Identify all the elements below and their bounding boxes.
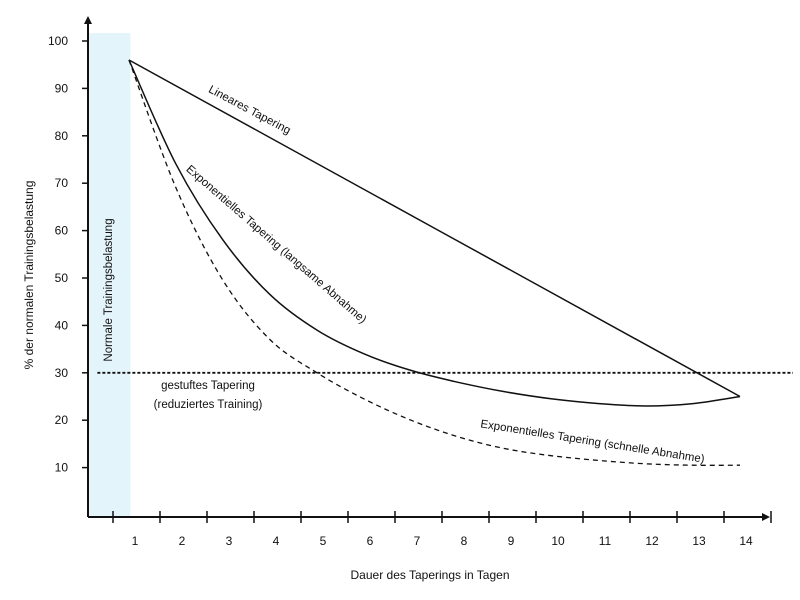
y-tick-label: 80: [55, 129, 69, 143]
y-axis-title: % der normalen Trainingsbelastung: [22, 181, 36, 370]
y-tick-label: 60: [55, 224, 69, 238]
normal-load-label: Normale Trainingsbelastung: [103, 218, 115, 361]
y-tick-label: 10: [55, 461, 69, 475]
x-tick-label: 5: [320, 534, 327, 548]
series-layer: [97, 59, 793, 466]
y-tick-label: 90: [55, 81, 69, 95]
y-tick-label: 70: [55, 176, 69, 190]
y-tick-label: 40: [55, 318, 69, 332]
x-tick-label: 10: [551, 534, 565, 548]
x-tick-label: 6: [367, 534, 374, 548]
x-tick-label: 14: [739, 534, 753, 548]
y-tick-label: 20: [55, 413, 69, 427]
y-tick-label: 100: [48, 34, 68, 48]
x-axis-title: Dauer des Taperings in Tagen: [351, 568, 510, 582]
slow-exponential-label: Exponentielles Tapering (langsame Abnahm…: [184, 163, 369, 326]
series-exponentielles-tapering-schnelle-abnahme: [128, 59, 741, 466]
y-ticks: 10 20 30 40 50 60 70 80 90 100: [48, 34, 88, 475]
x-tick-label: 9: [508, 534, 515, 548]
series-exponentielles-tapering-langsame-abnahme: [128, 59, 741, 407]
fast-exponential-label: Exponentielles Tapering (schnelle Abnahm…: [480, 418, 706, 465]
x-tick-label: 4: [273, 534, 280, 548]
series-lineares-tapering: [128, 59, 741, 398]
x-tick-label: 8: [461, 534, 468, 548]
normal-load-band: [88, 33, 131, 517]
x-tick-label: 12: [645, 534, 659, 548]
stepped-tapering-label: gestuftes Tapering: [161, 380, 255, 392]
x-tick-label: 1: [132, 534, 139, 548]
x-tick-label: 3: [226, 534, 233, 548]
x-tick-label: 2: [179, 534, 186, 548]
stepped-tapering-sublabel: (reduziertes Training): [154, 399, 263, 411]
y-tick-label: 30: [55, 366, 69, 380]
x-ticks: 1 2 3 4 5 6 7 8 9 10 11 12 13 14: [112, 511, 772, 548]
x-tick-label: 11: [599, 534, 612, 548]
x-tick-label: 13: [692, 534, 706, 548]
y-tick-label: 50: [55, 271, 69, 285]
x-tick-label: 7: [414, 534, 421, 548]
